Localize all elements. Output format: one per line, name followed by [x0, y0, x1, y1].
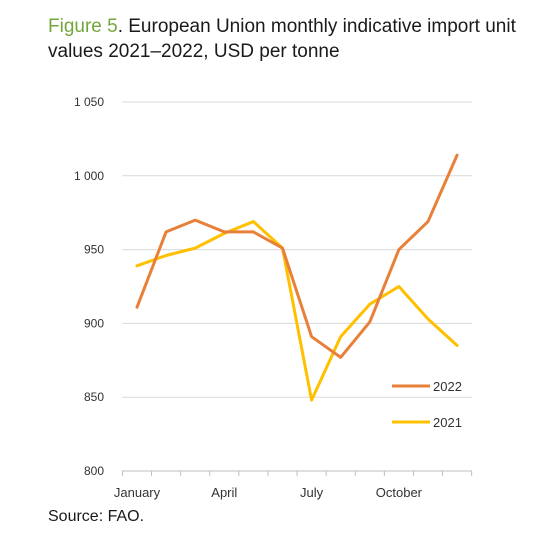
y-tick-label: 900: [84, 316, 104, 330]
series-line-2021: [135, 220, 459, 402]
y-tick-label: 800: [84, 464, 104, 478]
figure-number: Figure 5: [48, 16, 118, 37]
y-tick-label: 850: [84, 390, 104, 404]
y-tick-label: 1 000: [74, 169, 104, 183]
series-line-2022: [135, 153, 459, 359]
legend-label-2022: 2022: [433, 379, 462, 394]
x-tick-label: July: [300, 485, 324, 500]
y-tick-label: 950: [84, 243, 104, 257]
source-note: Source: FAO.: [48, 508, 145, 525]
chart-title: Figure 5. European Union monthly indicat…: [48, 14, 528, 64]
x-tick-label: April: [211, 485, 237, 500]
figure-title-text: . European Union monthly indicative impo…: [48, 16, 516, 62]
x-tick-label: October: [376, 485, 423, 500]
x-tick-label: January: [114, 485, 161, 500]
y-tick-label: 1 050: [74, 95, 104, 109]
legend-label-2021: 2021: [433, 415, 462, 430]
